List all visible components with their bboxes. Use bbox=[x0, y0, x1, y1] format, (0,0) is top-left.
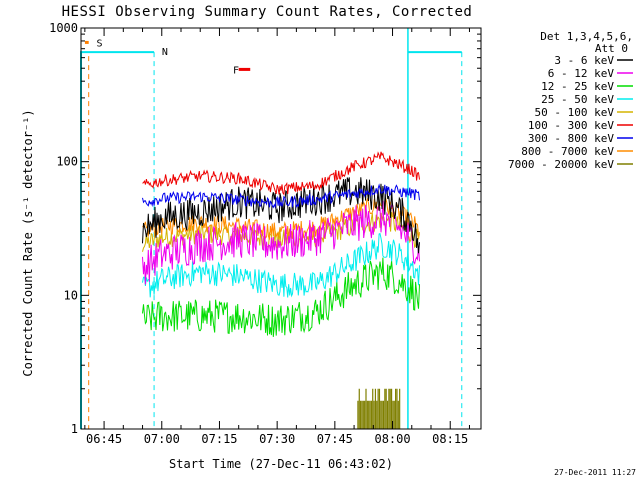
legend-label-5: 100 - 300 keV bbox=[528, 119, 614, 132]
plot-frame bbox=[80, 27, 482, 430]
y-tick-label-1: 10 bbox=[64, 288, 78, 302]
flag-label-s: S bbox=[97, 38, 103, 49]
x-tick-label-4: 07:45 bbox=[317, 432, 353, 446]
legend-label-1: 6 - 12 keV bbox=[548, 67, 615, 80]
y-axis-label: Corrected Count Rate (s⁻¹ detector⁻¹) bbox=[21, 109, 35, 376]
series-0-line bbox=[142, 177, 420, 254]
x-tick-label-6: 08:15 bbox=[432, 432, 468, 446]
legend-title-line2: Att 0 bbox=[595, 42, 628, 55]
y-tick-label-0: 1 bbox=[71, 422, 78, 436]
series-2-line bbox=[142, 257, 420, 337]
series-5-line bbox=[142, 151, 420, 196]
legend-label-3: 25 - 50 keV bbox=[541, 93, 614, 106]
x-axis-label: Start Time (27-Dec-11 06:43:02) bbox=[169, 457, 393, 471]
series-layer bbox=[142, 151, 420, 429]
legend-label-4: 50 - 100 keV bbox=[535, 106, 615, 119]
flag-label-n: N bbox=[162, 47, 168, 58]
legend-label-6: 300 - 800 keV bbox=[528, 132, 614, 145]
flag-label-f: F bbox=[233, 65, 239, 76]
legend-label-8: 7000 - 20000 keV bbox=[508, 158, 614, 171]
y-tick-label-2: 100 bbox=[56, 155, 78, 169]
x-tick-label-2: 07:15 bbox=[201, 432, 237, 446]
y-tick-label-3: 1000 bbox=[49, 21, 78, 35]
series-1-line bbox=[142, 200, 420, 285]
x-tick-label-5: 08:00 bbox=[374, 432, 410, 446]
x-tick-label-1: 07:00 bbox=[144, 432, 180, 446]
legend-label-2: 12 - 25 keV bbox=[541, 80, 614, 93]
legend-label-7: 800 - 7000 keV bbox=[521, 145, 614, 158]
chart-title: HESSI Observing Summary Count Rates, Cor… bbox=[62, 4, 473, 20]
x-tick-label-0: 06:45 bbox=[86, 432, 122, 446]
series-6-line bbox=[142, 183, 420, 209]
series-8 bbox=[357, 388, 401, 429]
series-7-line bbox=[142, 197, 420, 240]
series-3-line bbox=[142, 232, 420, 298]
footer-timestamp: 27-Dec-2011 11:27 bbox=[554, 468, 636, 477]
legend-title-line1: Det 1,3,4,5,6, bbox=[540, 30, 633, 43]
legend-label-0: 3 - 6 keV bbox=[554, 54, 614, 67]
x-tick-label-3: 07:30 bbox=[259, 432, 295, 446]
axis-ticks: 06:45 07:00 07:15 07:30 07:45 08:00 08:15 1 10 10… bbox=[49, 21, 481, 446]
